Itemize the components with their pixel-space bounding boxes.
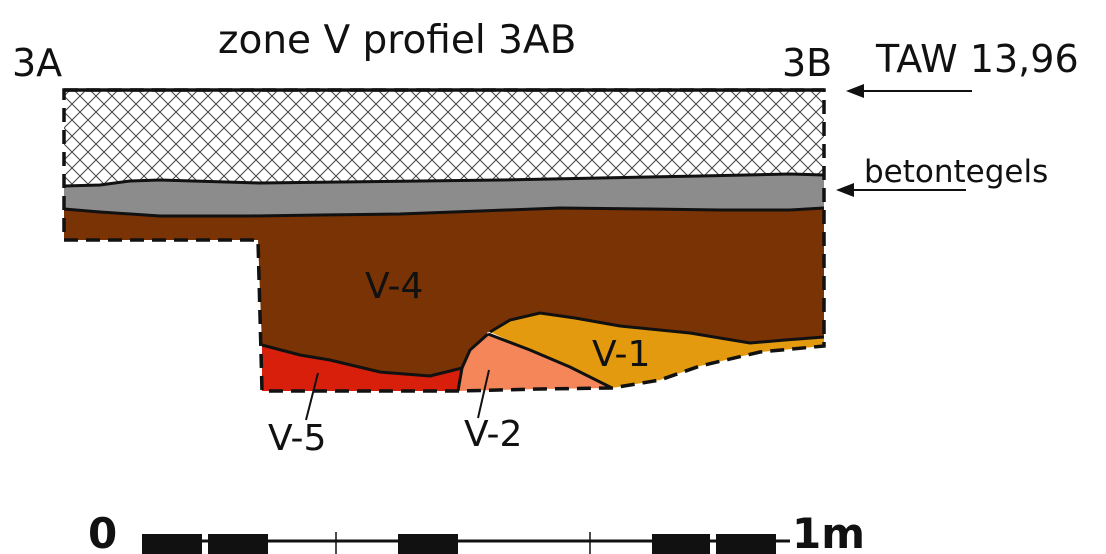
profile-title: zone V profiel 3AB <box>218 18 576 63</box>
layer-v2 <box>458 334 612 391</box>
label-v5: V-5 <box>268 418 326 459</box>
betontegels-label: betontegels <box>864 154 1048 190</box>
scale-bar <box>142 532 790 554</box>
label-v4: V-4 <box>365 266 423 307</box>
taw-arrow-icon <box>846 84 972 98</box>
betontegels-arrow-icon <box>836 183 966 197</box>
hatched-fill-layer <box>64 90 824 186</box>
excavation-outline <box>62 88 826 393</box>
scale-end-label: 1m <box>792 509 865 554</box>
right-end-label: 3B <box>782 41 832 85</box>
left-end-label: 3A <box>12 41 62 85</box>
label-v2: V-2 <box>464 414 522 455</box>
label-v1: V-1 <box>592 334 650 375</box>
taw-label: TAW 13,96 <box>875 37 1079 81</box>
leader-v5 <box>305 372 319 421</box>
layer-v1 <box>490 313 824 388</box>
scale-start-label: 0 <box>88 509 117 554</box>
leader-v2 <box>477 369 490 419</box>
concrete-tile-layer <box>64 174 824 216</box>
